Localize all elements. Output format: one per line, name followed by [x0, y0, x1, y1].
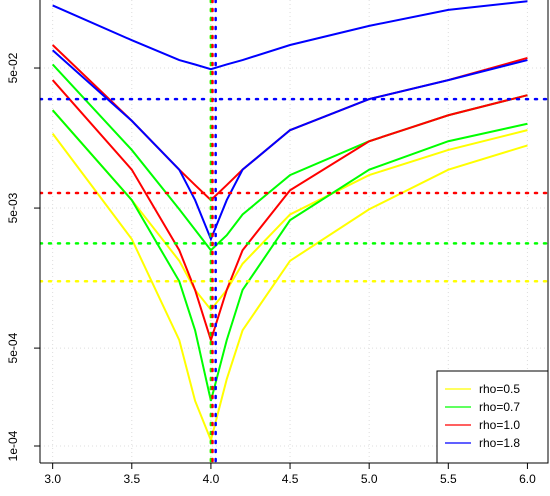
x-tick-label: 3.0: [44, 472, 61, 486]
x-tick-label: 5.0: [361, 472, 378, 486]
x-tick-label: 5.5: [440, 472, 457, 486]
x-tick-label: 6.0: [519, 472, 536, 486]
curve: [51, 109, 528, 402]
legend-label: rho=0.5: [479, 382, 520, 396]
curve: [52, 0, 528, 71]
legend-label: rho=0.7: [479, 400, 520, 414]
x-tick-label: 4.5: [282, 472, 299, 486]
plot-area: [40, 0, 548, 463]
curve: [51, 79, 528, 344]
legend-box: [436, 370, 549, 464]
curve: [51, 49, 528, 242]
x-tick-label: 3.5: [123, 472, 140, 486]
y-tick-label: 1e-04: [6, 430, 20, 461]
y-tick-label: 5e-03: [6, 192, 20, 223]
curve: [51, 133, 528, 444]
x-tick-label: 4.0: [203, 472, 220, 486]
legend-label: rho=1.8: [479, 436, 520, 450]
y-tick-label: 5e-02: [6, 52, 20, 83]
y-tick-label: 5e-04: [6, 332, 20, 363]
legend-label: rho=1.0: [479, 418, 520, 432]
